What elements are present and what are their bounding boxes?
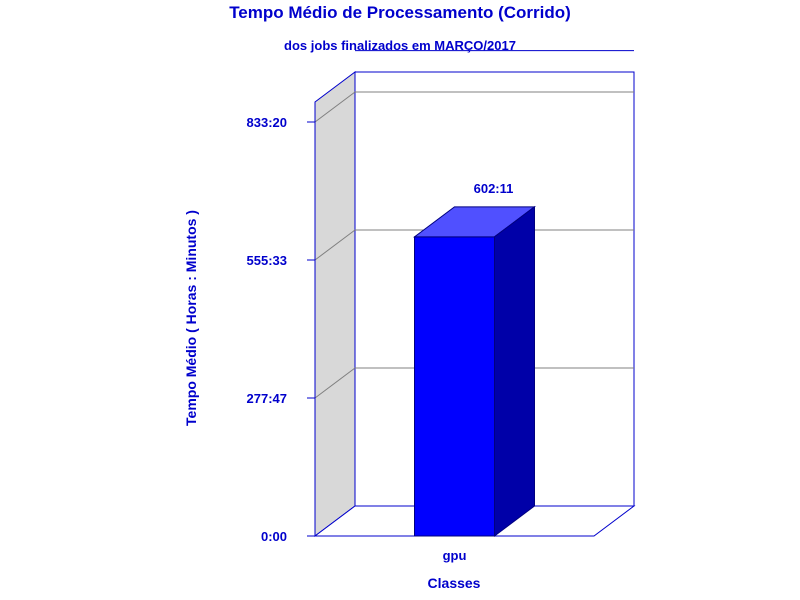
y-axis-title: Tempo Médio ( Horas : Minutos ) bbox=[183, 210, 199, 426]
y-tick-label: 0:00 bbox=[261, 529, 287, 544]
x-axis-title: Classes bbox=[428, 575, 481, 591]
plot-area: 0:00 277:47 555:33 833:20 602:11 gpu bbox=[247, 50, 636, 563]
gridline-side bbox=[314, 91, 356, 123]
chart-title: Tempo Médio de Processamento (Corrido) bbox=[229, 3, 571, 22]
y-tick-label: 555:33 bbox=[247, 253, 287, 268]
bar-front bbox=[414, 236, 495, 537]
side-wall bbox=[314, 71, 356, 537]
bar-value-label: 602:11 bbox=[474, 181, 514, 196]
y-tick-label: 277:47 bbox=[247, 391, 287, 406]
x-tick-label: gpu bbox=[443, 548, 467, 563]
chart-subtitle: dos jobs finalizados em MARÇO/2017 bbox=[284, 38, 516, 53]
gridline-side bbox=[314, 229, 356, 261]
bar-side bbox=[494, 205, 535, 537]
y-tick-label: 833:20 bbox=[247, 115, 287, 130]
gridline-side bbox=[314, 367, 356, 399]
